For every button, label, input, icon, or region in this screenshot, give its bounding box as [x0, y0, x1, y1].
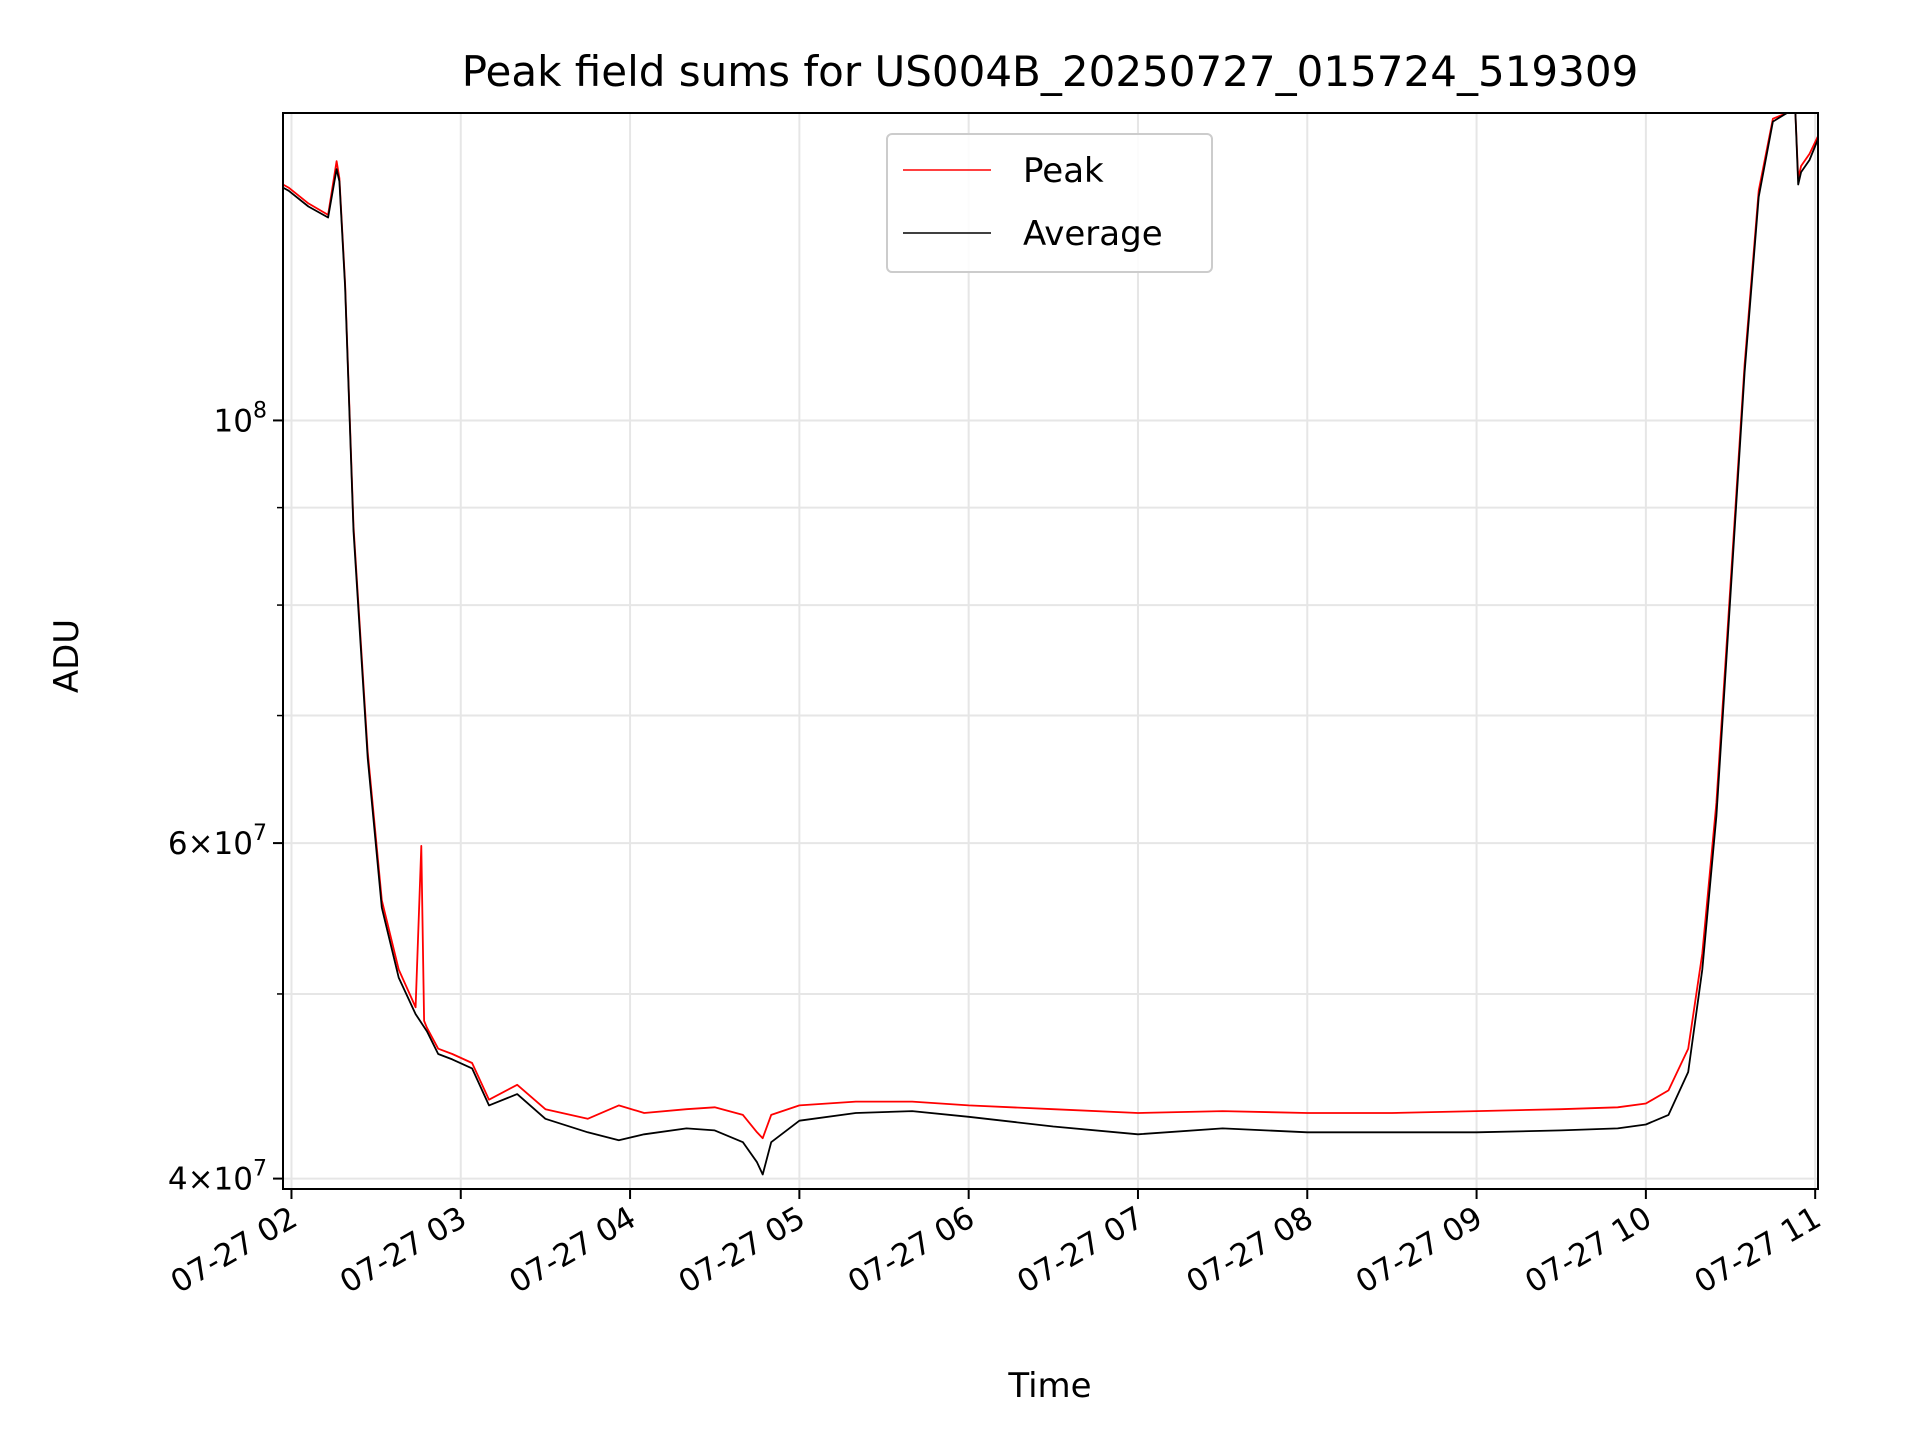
y-tick-label: 108	[214, 398, 267, 439]
y-tick-label: 6×107	[168, 821, 267, 862]
grid-layer	[283, 113, 1818, 1189]
legend-frame	[886, 133, 1213, 273]
x-tick-label: 07-27 06	[842, 1200, 981, 1301]
x-tick-label: 07-27 10	[1519, 1200, 1658, 1301]
x-tick-label: 07-27 11	[1688, 1200, 1827, 1301]
chart-title: Peak field sums for US004B_20250727_0157…	[462, 47, 1639, 96]
tick-layer: 07-27 02 07-27 03 07-27 04 07-27 05 07-27 06…	[165, 398, 1827, 1300]
legend: Peak Average	[886, 133, 1213, 273]
x-tick-label: 07-27 07	[1011, 1200, 1150, 1301]
y-tick-label: 4×107	[168, 1157, 267, 1198]
legend-peak-label: Peak	[1023, 151, 1104, 191]
x-tick-label: 07-27 02	[165, 1200, 304, 1301]
x-tick-label: 07-27 03	[334, 1200, 473, 1301]
y-axis-label: ADU	[47, 619, 87, 693]
series-layer	[282, 112, 1819, 1176]
x-axis-label: Time	[1007, 1366, 1091, 1406]
series-line-average	[282, 112, 1819, 1176]
x-tick-label: 07-27 08	[1181, 1200, 1320, 1301]
x-tick-label: 07-27 05	[673, 1200, 812, 1301]
x-tick-label: 07-27 09	[1350, 1200, 1489, 1301]
plot-frame	[282, 112, 1819, 1190]
legend-average-label: Average	[1023, 214, 1163, 254]
x-tick-label: 07-27 04	[503, 1200, 642, 1301]
